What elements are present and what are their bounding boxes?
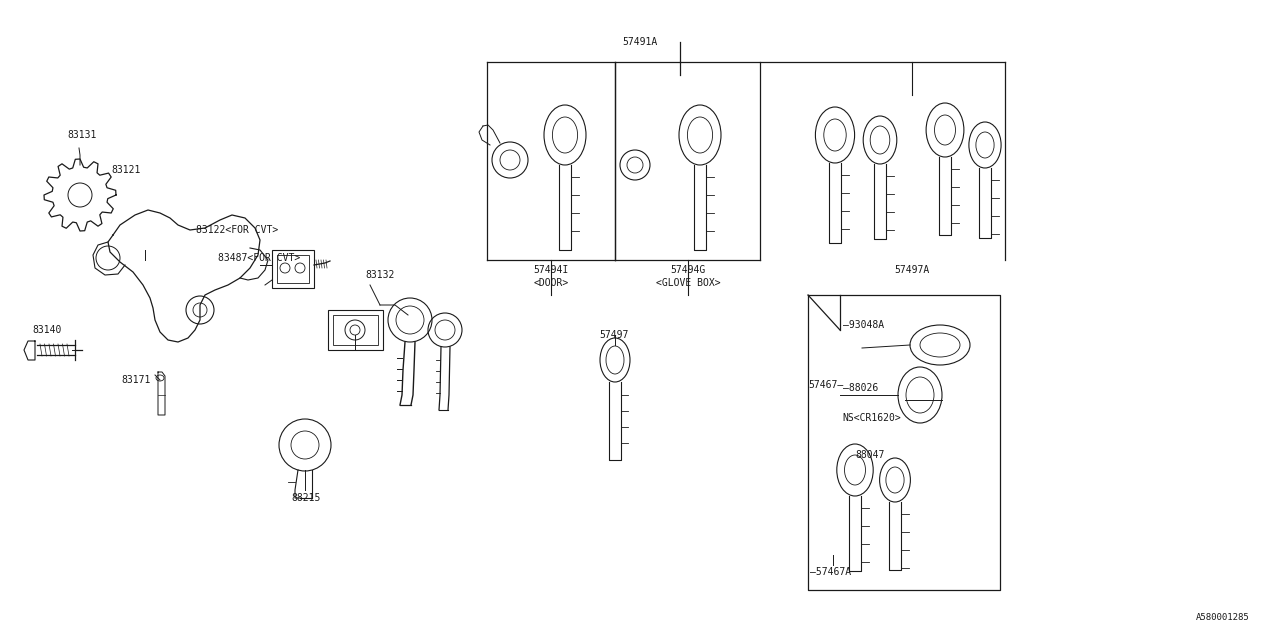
Text: 83122<FOR CVT>: 83122<FOR CVT>	[196, 225, 278, 235]
Text: <GLOVE BOX>: <GLOVE BOX>	[655, 278, 721, 288]
Text: 83140: 83140	[32, 325, 61, 335]
Text: 88215: 88215	[291, 493, 320, 503]
Text: 57494G: 57494G	[671, 265, 705, 275]
Text: —93048A: —93048A	[844, 320, 884, 330]
Bar	[333, 315, 378, 345]
Text: 57494I: 57494I	[534, 265, 568, 275]
Text: 57497: 57497	[599, 330, 628, 340]
Bar	[273, 250, 314, 288]
Text: 88047: 88047	[855, 450, 884, 460]
Text: <DOOR>: <DOOR>	[534, 278, 568, 288]
Text: 83171: 83171	[122, 375, 150, 385]
Text: 57467—: 57467—	[808, 380, 844, 390]
Text: 83131: 83131	[67, 130, 96, 140]
Text: 83132: 83132	[365, 270, 394, 280]
Text: —57467A: —57467A	[810, 567, 851, 577]
Text: A580001285: A580001285	[1197, 614, 1251, 623]
Bar	[328, 310, 383, 350]
Text: —88026: —88026	[844, 383, 878, 393]
Text: 83121: 83121	[111, 165, 141, 175]
Text: NS<CR1620>: NS<CR1620>	[842, 413, 901, 423]
Text: 57491A: 57491A	[622, 37, 658, 47]
Text: 57497A: 57497A	[895, 265, 929, 275]
Bar	[276, 255, 308, 283]
Text: 83487<FOR CVT>: 83487<FOR CVT>	[218, 253, 301, 263]
